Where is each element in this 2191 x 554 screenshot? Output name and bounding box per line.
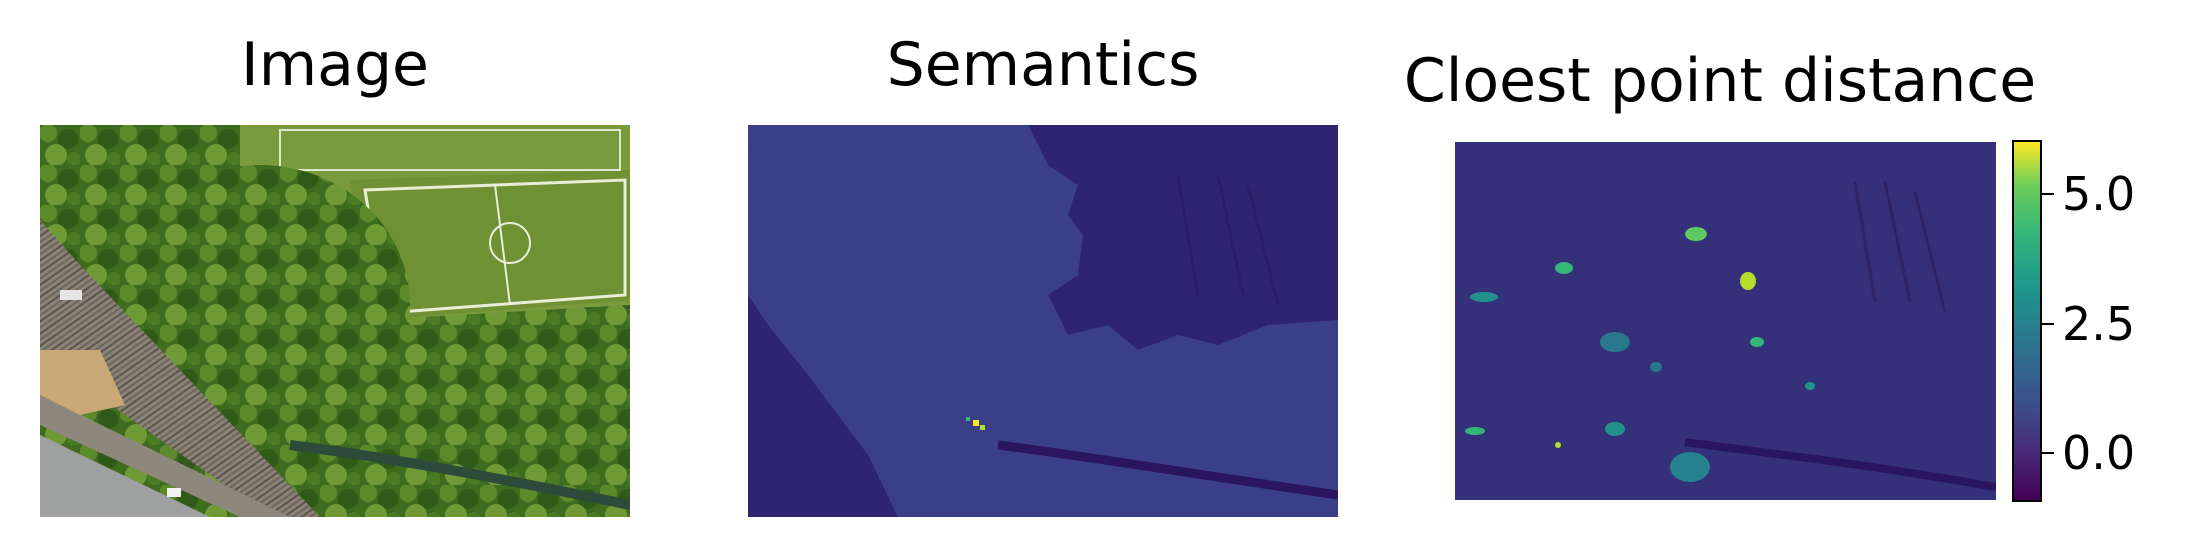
distance-hotspot [1805, 382, 1815, 390]
distance-hotspot [1600, 332, 1630, 352]
colorbar [2012, 140, 2042, 502]
distance-hotspot [1740, 272, 1756, 290]
distance-hotspot [1650, 362, 1662, 372]
distance-hotspot [1555, 442, 1561, 448]
distance-hotspots [1465, 227, 1815, 482]
distance-hotspot [1465, 427, 1485, 435]
semantics-heatmap-svg [748, 125, 1338, 517]
colorbar-tick-label: 5.0 [2062, 166, 2136, 221]
colorbar-tick [2042, 452, 2054, 455]
distance-hotspot [1750, 337, 1764, 347]
semantics-panel-title: Semantics [886, 30, 1200, 100]
image-panel-title: Image [241, 30, 429, 100]
aerial-image [40, 125, 630, 517]
distance-heatmap-svg [1455, 142, 1996, 500]
aerial-image-svg [40, 125, 630, 517]
colorbar-tick-label: 0.0 [2062, 426, 2136, 481]
distance-hotspot [1555, 262, 1573, 274]
semantics-heatmap [748, 125, 1338, 517]
distance-hotspot [1470, 292, 1498, 302]
distance-heatmap [1455, 142, 1996, 500]
distance-hotspot [1605, 422, 1625, 436]
distance-hotspot [1685, 227, 1707, 241]
colorbar-tick [2042, 192, 2054, 195]
distance-hotspot [1670, 452, 1710, 482]
colorbar-gradient [2014, 142, 2040, 500]
colorbar-tick-label: 2.5 [2062, 296, 2136, 351]
colorbar-tick [2042, 322, 2054, 325]
distance-panel-title: Cloest point distance [1403, 46, 2037, 116]
